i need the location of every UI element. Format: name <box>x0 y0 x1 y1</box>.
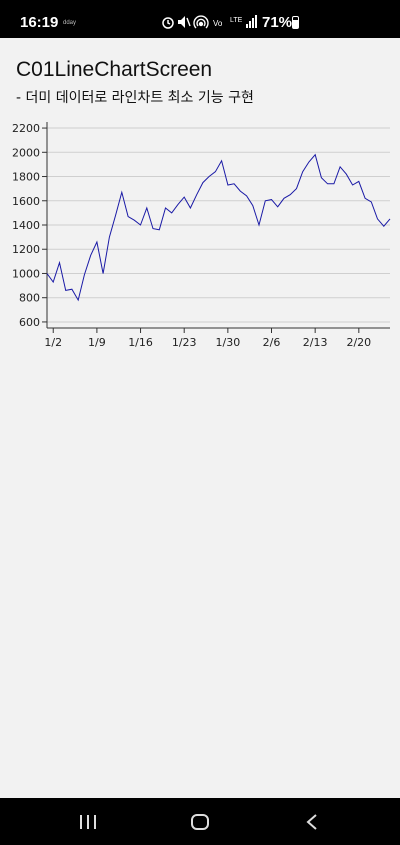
x-tick-label: 1/2 <box>44 336 62 349</box>
x-tick-label: 1/23 <box>172 336 197 349</box>
signal-icon <box>246 15 257 28</box>
x-tick-label: 1/30 <box>216 336 241 349</box>
status-icons: Vo LTE <box>162 15 257 29</box>
battery-icon <box>292 16 299 29</box>
recents-icon <box>80 814 96 829</box>
x-tick-label: 2/6 <box>263 336 281 349</box>
y-tick-label: 1800 <box>12 171 40 184</box>
x-tick-label: 2/20 <box>346 336 371 349</box>
back-button[interactable] <box>282 798 342 845</box>
page-title: C01LineChartScreen <box>16 58 213 81</box>
y-tick-label: 600 <box>19 316 40 329</box>
y-tick-label: 800 <box>19 292 40 305</box>
mute-icon <box>178 16 191 28</box>
recents-button[interactable] <box>58 798 118 845</box>
hotspot-icon <box>193 15 209 29</box>
line-chart: 600 800 1000 1200 1400 1600 1800 2000 2200 1/2 1/9… <box>12 122 391 349</box>
lte-icon: LTE <box>230 17 243 24</box>
battery-percent: 71% <box>262 14 293 31</box>
y-tick-label: 1000 <box>12 267 40 280</box>
status-mini-label: dday <box>63 20 77 26</box>
back-icon <box>306 813 317 830</box>
y-tick-label: 2200 <box>12 122 40 135</box>
y-tick-label: 1600 <box>12 195 40 208</box>
y-tick-label: 1200 <box>12 243 40 256</box>
y-tick-label: 2000 <box>12 146 40 159</box>
status-bar: 16:19 dday Vo LTE 71% <box>0 0 400 38</box>
series-line <box>46 153 391 302</box>
volte-icon: Vo <box>213 19 223 28</box>
y-tick-label: 1400 <box>12 219 40 232</box>
home-button[interactable] <box>170 798 230 845</box>
x-tick-label: 1/16 <box>128 336 153 349</box>
navigation-bar <box>0 798 400 845</box>
page-subtitle: - 더미 데이터로 라인차트 최소 기능 구현 <box>16 90 254 106</box>
x-tick-label: 2/13 <box>303 336 328 349</box>
alarm-icon <box>162 17 174 29</box>
home-icon <box>191 813 209 830</box>
status-time: 16:19 <box>20 14 59 31</box>
x-tick-label: 1/9 <box>88 336 106 349</box>
